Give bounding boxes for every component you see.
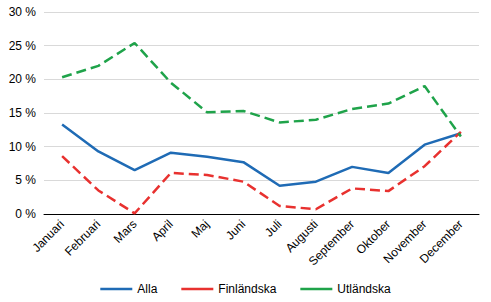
svg-text:December: December	[417, 217, 466, 266]
svg-text:Mars: Mars	[111, 217, 140, 246]
svg-text:0 %: 0 %	[15, 207, 36, 221]
svg-text:25 %: 25 %	[9, 39, 37, 53]
svg-text:Juni: Juni	[223, 217, 248, 242]
svg-text:Maj: Maj	[189, 217, 213, 241]
svg-text:Februari: Februari	[62, 217, 103, 258]
svg-text:November: November	[380, 217, 430, 267]
svg-text:Alla: Alla	[137, 282, 157, 296]
svg-text:30 %: 30 %	[9, 5, 37, 19]
svg-text:Utländska: Utländska	[337, 282, 391, 296]
svg-text:September: September	[306, 217, 357, 268]
svg-text:Augusti: Augusti	[282, 217, 321, 256]
svg-text:Finländska: Finländska	[218, 282, 276, 296]
svg-text:Oktober: Oktober	[353, 217, 394, 258]
svg-text:15 %: 15 %	[9, 106, 37, 120]
svg-text:Juli: Juli	[262, 217, 285, 240]
svg-text:Januari: Januari	[29, 217, 68, 255]
svg-text:5 %: 5 %	[15, 173, 36, 187]
svg-text:April: April	[149, 217, 176, 244]
svg-text:20 %: 20 %	[9, 72, 37, 86]
svg-text:10 %: 10 %	[9, 140, 37, 154]
